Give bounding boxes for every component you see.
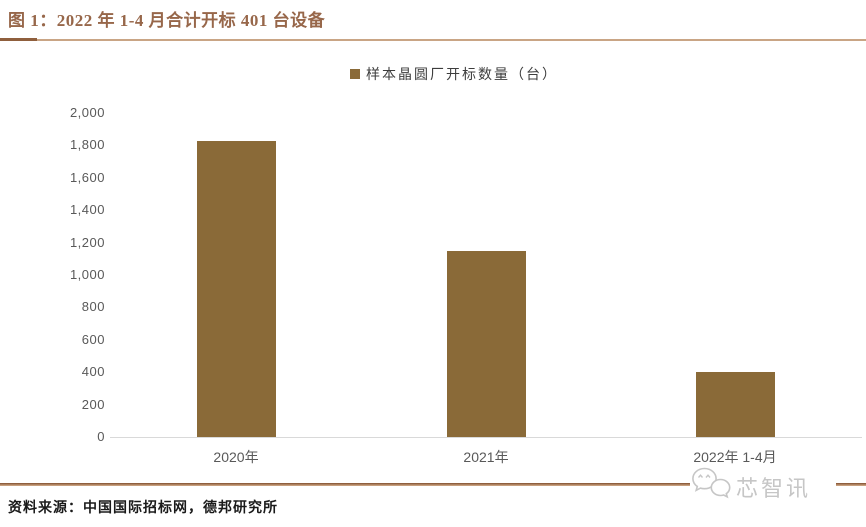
figure-title: 图 1：2022 年 1-4 月合计开标 401 台设备: [8, 11, 326, 30]
title-underline: [0, 39, 866, 41]
x-category-label: 2020年: [213, 449, 259, 465]
y-tick-label: 2,000: [69, 105, 105, 120]
y-tick-label: 400: [81, 364, 105, 380]
legend-label: 样本晶圆厂开标数量（台）: [366, 68, 558, 83]
y-tick-label: 0: [97, 429, 105, 444]
y-tick-label: 800: [81, 299, 105, 315]
chart-legend: 样本晶圆厂开标数量（台）: [350, 64, 558, 84]
x-category-label: 2022年 1-4月: [693, 449, 777, 465]
source-note: 资料来源：中国国际招标网，德邦研究所: [8, 501, 278, 516]
title-underline-accent: [0, 38, 37, 41]
y-tick-label: 1,200: [69, 234, 105, 250]
x-axis-baseline: [110, 437, 862, 438]
y-tick-label: 200: [81, 396, 105, 412]
bar-2020年: [196, 141, 276, 437]
y-tick-label: 600: [81, 331, 105, 347]
figure-bottom-rule: [0, 483, 866, 486]
x-category-label: 2021年: [463, 449, 509, 465]
legend-square-marker: [350, 69, 360, 79]
y-tick-label: 1,000: [69, 267, 105, 282]
y-tick-label: 1,600: [69, 169, 105, 185]
bar-2022年 1-4月: [695, 372, 775, 437]
watermark: 芯智讯: [690, 466, 836, 508]
bar-2021年: [446, 251, 526, 437]
y-tick-label: 1,800: [69, 137, 105, 153]
chat-bubbles-icon: [690, 466, 732, 509]
y-tick-label: 1,400: [69, 202, 105, 218]
watermark-brand-text: 芯智讯: [736, 476, 812, 501]
